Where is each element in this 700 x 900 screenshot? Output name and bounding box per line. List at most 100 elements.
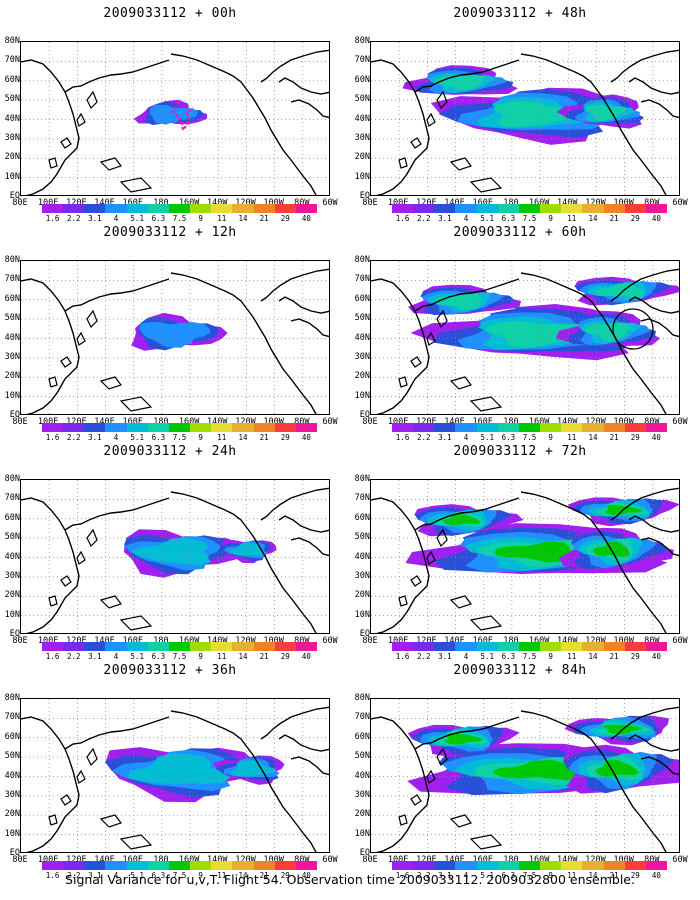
colorbar-swatch [126,642,148,651]
coastline [278,296,329,314]
colorbar-tick-label: 7.5 [172,214,187,223]
lon-tick-label: 60W [322,198,338,208]
island-outline [76,769,86,784]
colorbar-tick-label: 1.6 [395,652,410,661]
colorbar-tick-label: 7.5 [522,652,537,661]
lon-tick-label: 60W [322,417,338,427]
map-frame [370,41,680,196]
map-frame [20,479,330,634]
colorbar-tick-label: 5.1 [130,214,144,223]
colorbar-tick-label: 2.2 [416,652,431,661]
lat-tick-label: 10N [4,171,20,182]
colorbar-swatch [147,423,169,432]
lat-tick-label: 30N [354,570,370,581]
colorbar-tick-label: 6.3 [151,433,166,442]
coastline [170,53,317,195]
colorbar [42,642,318,651]
lon-tick-label: 160E [122,636,143,646]
lat-tick-label: EQ [359,848,370,858]
island-outline [469,177,503,193]
lat-tick-label: 20N [4,371,20,382]
colorbar-tick-label: 4 [463,214,469,223]
island-outline [410,794,422,806]
coastline [414,59,520,93]
island-outline [449,814,472,828]
lon-tick-label: 160E [122,198,143,208]
colorbar-tick-label: 21 [259,433,269,442]
lat-tick-label: 40N [4,332,20,343]
colorbar-tick-label: 40 [301,652,311,661]
island-outline [426,550,436,565]
lon-tick-label: 80E [362,855,378,865]
lat-tick-label: 30N [4,570,20,581]
forecast-panel: 2009033112 + 36h 80N 70N 60N 50N 40N 30N 20N 10N… [0,663,340,885]
lat-tick-label: EQ [359,410,370,420]
coastline [290,756,329,776]
variance-contour [510,545,562,558]
lon-tick-label: 120W [235,417,256,427]
lon-tick-label: 160W [528,636,550,646]
lon-tick-label: 60W [322,636,338,646]
colorbar-swatch [645,204,668,213]
lon-tick-label: 140E [444,855,465,865]
colorbar-swatch [518,204,541,213]
colorbar-swatch [518,642,541,651]
lat-tick-label: 40N [354,770,370,781]
coastline [520,53,667,195]
lon-tick-label: 60W [322,855,338,865]
coastline [290,99,329,119]
lon-tick-label: 120E [416,636,437,646]
island-outline [76,550,86,565]
lon-tick-label: 120E [416,198,437,208]
lat-tick-label: 50N [354,532,370,543]
lat-tick-label: 70N [354,55,370,66]
colorbar-tick-label: 29 [630,652,640,661]
lat-tick-label: 20N [4,152,20,163]
colorbar-tick-label: 11 [217,433,227,442]
colorbar-swatch [434,204,456,213]
island-outline [449,595,472,609]
colorbar-tick-label: 2.2 [66,652,81,661]
island-outline [60,356,72,368]
colorbar-tick-label: 2.2 [416,433,431,442]
colorbar-tick-label: 2.2 [66,214,81,223]
lat-tick-label: 50N [4,751,20,762]
colorbar-swatch [42,642,64,651]
colorbar-tick-label: 6.3 [501,433,516,442]
variance-contour [595,108,613,116]
lon-tick-label: 140E [94,417,115,427]
colorbar-tick-label: 5.1 [130,433,144,442]
lat-tick-label: 70N [354,493,370,504]
colorbar-swatch [126,423,148,432]
variance-contour [163,329,187,337]
map-frame [20,41,330,196]
coastline [290,318,329,338]
lat-tick-label: 80N [354,255,370,265]
island-outline [48,595,58,607]
lon-tick-label: 160W [178,855,200,865]
island-outline [99,157,122,171]
lon-tick-label: 100W [613,636,634,646]
coastline [170,272,317,414]
colorbar-tick-label: 3.1 [88,433,102,442]
lon-tick-label: 140E [444,636,465,646]
lat-tick-label: 40N [4,551,20,562]
colorbar-swatch [413,861,435,870]
lon-tick-label: 140E [94,855,115,865]
colorbar-swatch [253,204,275,213]
panel-title: 2009033112 + 12h [103,225,237,240]
colorbar-swatch [645,423,668,432]
lon-tick-label: 140E [444,417,465,427]
lat-tick-label: 10N [4,390,20,401]
colorbar-swatch [147,204,169,213]
colorbar-tick-label: 11 [217,214,227,223]
lon-tick-label: 160W [178,636,200,646]
lon-tick-label: 120E [66,198,87,208]
colorbar [392,861,668,870]
panel-title: 2009033112 + 60h [453,225,587,240]
island-outline [426,769,436,784]
lat-tick-label: 50N [4,94,20,105]
lon-tick-label: 80E [12,198,28,208]
lon-tick-label: 80W [644,636,660,646]
colorbar-tick-label: 3.1 [438,871,452,880]
